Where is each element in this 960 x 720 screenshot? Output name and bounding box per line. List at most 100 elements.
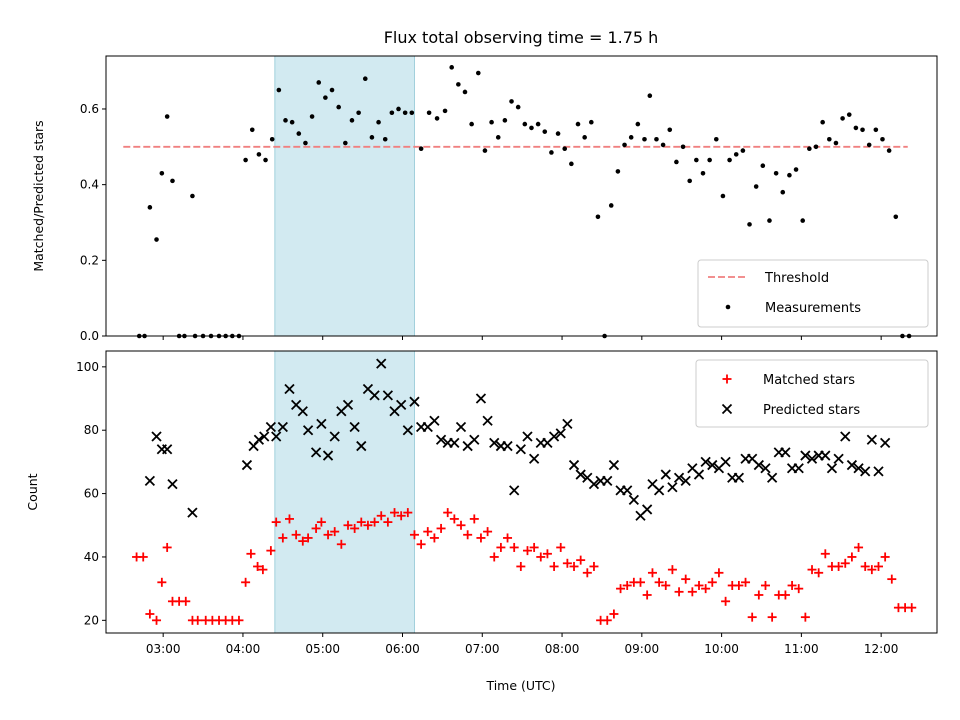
matched-star-point	[701, 584, 711, 594]
matched-star-point	[654, 577, 664, 587]
measurement-point	[840, 116, 845, 121]
matched-star-point	[376, 511, 386, 521]
predicted-star-point	[482, 415, 493, 426]
measurement-point	[793, 167, 799, 172]
predicted-star-point	[866, 434, 877, 445]
matched-star-point	[860, 561, 870, 571]
measurement-point	[542, 129, 548, 134]
predicted-star-point	[469, 434, 480, 445]
predicted-star-point	[342, 399, 354, 411]
predicted-star-point	[396, 399, 407, 411]
matched-star-point	[436, 523, 446, 533]
measurement-point	[767, 218, 772, 223]
measurement-point	[733, 152, 739, 157]
x-tick-label: 03:00	[146, 642, 181, 656]
matched-star-point	[278, 533, 288, 543]
predicted-star-point	[707, 459, 718, 471]
x-tick-label: 11:00	[784, 642, 819, 656]
legend-matched-swatch	[722, 374, 732, 384]
measurement-point	[549, 150, 554, 155]
matched-star-point	[246, 549, 256, 559]
top-legend-box	[697, 259, 929, 328]
predicted-stars-points	[144, 358, 891, 521]
matched-star-point	[303, 533, 313, 543]
matched-star-point	[721, 596, 731, 606]
predicted-star-point	[489, 437, 500, 449]
predicted-star-point	[528, 453, 540, 464]
x-tick-label: 06:00	[385, 642, 420, 656]
matched-star-point	[674, 587, 684, 597]
matched-star-point	[536, 552, 546, 562]
matched-star-point	[661, 580, 671, 590]
measurement-point	[674, 159, 679, 165]
top-axes-frame	[105, 55, 938, 337]
measurement-point	[449, 65, 454, 70]
measurement-point	[535, 121, 541, 127]
measurement-point	[349, 118, 355, 123]
predicted-star-point	[297, 406, 308, 417]
measurement-point	[389, 110, 395, 116]
measurement-point	[642, 136, 647, 142]
predicted-star-point	[575, 469, 586, 480]
measurement-point	[426, 110, 432, 116]
measurement-point	[635, 121, 641, 127]
measurement-point	[694, 157, 699, 163]
measurement-point	[303, 140, 308, 146]
matched-star-point	[840, 558, 850, 568]
matched-star-point	[616, 584, 626, 594]
measurement-point	[886, 148, 892, 153]
legend-x-marker	[721, 403, 733, 415]
predicted-star-point	[548, 431, 560, 442]
matched-star-point	[193, 615, 203, 625]
measurement-point	[647, 93, 653, 99]
measurement-point	[469, 121, 474, 127]
predicted-star-point	[167, 478, 178, 490]
x-tick-label: 04:00	[226, 642, 261, 656]
predicted-star-point	[265, 421, 277, 433]
matched-star-point	[409, 530, 419, 540]
predicted-star-point	[833, 453, 844, 464]
predicted-star-point	[660, 469, 671, 480]
matched-star-point	[463, 530, 473, 540]
top-y-tick-label: 0.6	[80, 102, 99, 116]
measurement-point	[154, 237, 159, 242]
measurement-point	[713, 136, 719, 142]
matched-star-point	[800, 612, 810, 622]
predicted-star-point	[329, 431, 340, 442]
predicted-star-point	[700, 456, 711, 468]
top-y-axis-label: Matched/Predicted stars	[31, 120, 46, 271]
predicted-star-point	[720, 456, 731, 468]
matched-star-point	[880, 552, 890, 562]
measurement-point	[442, 108, 448, 114]
measurement-point	[687, 178, 692, 184]
predicted-star-point	[642, 504, 653, 515]
legend-measurements-label: Measurements	[765, 301, 861, 316]
x-tick-label: 07:00	[465, 642, 500, 656]
predicted-star-point	[151, 431, 162, 442]
measurement-point	[329, 87, 335, 93]
predicted-star-point	[449, 437, 460, 449]
predicted-star-point	[840, 431, 851, 442]
predicted-star-point	[806, 453, 818, 464]
measurement-point	[190, 193, 195, 199]
matched-star-point	[647, 568, 657, 578]
predicted-star-point	[653, 485, 665, 496]
matched-star-point	[873, 561, 883, 571]
bottom-y-tick-label: 60	[84, 487, 99, 501]
matched-star-point	[416, 539, 426, 549]
matched-star-point	[556, 542, 566, 552]
matched-star-point	[820, 549, 830, 559]
measurement-point	[529, 125, 534, 131]
predicted-star-point	[475, 393, 487, 404]
matched-star-point	[291, 530, 301, 540]
matched-star-point	[350, 523, 360, 533]
top-y-tick-label: 0.4	[80, 178, 99, 192]
legend-threshold-label: Threshold	[764, 271, 829, 286]
matched-star-point	[370, 517, 380, 527]
predicted-star-point	[369, 390, 380, 401]
chart-title: Flux total observing time = 1.75 h	[384, 28, 659, 47]
measurement-point	[489, 119, 494, 125]
matched-star-point	[356, 517, 366, 527]
matched-star-point	[794, 584, 804, 594]
predicted-star-point	[284, 383, 295, 395]
